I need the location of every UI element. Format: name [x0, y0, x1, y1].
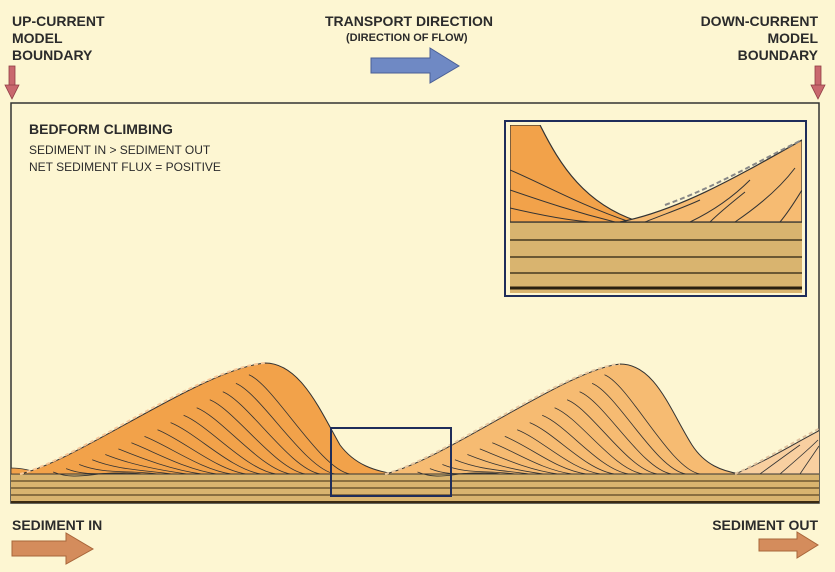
foreset-line: [529, 422, 616, 475]
foreset-line: [65, 468, 143, 475]
foreset-line: [517, 429, 601, 475]
foreset-line: [196, 407, 292, 475]
sediment-in-label: SEDIMENT IN: [12, 517, 103, 533]
down-current-boundary-arrow: [810, 65, 826, 100]
bedform-climbing-title: BEDFORM CLIMBING: [29, 121, 173, 137]
foreset-line: [92, 459, 173, 475]
bedform-2-foresets: [417, 374, 701, 477]
sediment-out-label: SEDIMENT OUT: [712, 517, 818, 533]
foreset-line: [504, 436, 587, 475]
foreset-line: [209, 399, 306, 475]
foreset-line: [235, 383, 336, 475]
sediment-in-arrow: [11, 532, 95, 565]
bedform-1: [19, 362, 396, 475]
foreset-line: [248, 374, 351, 475]
up-current-boundary-arrow: [4, 65, 20, 100]
bedform-3: [734, 430, 819, 475]
foreset-line: [222, 391, 321, 475]
foreset-line: [183, 414, 277, 475]
foreset-line: [79, 464, 158, 475]
foreset-line: [542, 414, 630, 475]
transport-direction-title: TRANSPORT DIRECTION: [325, 13, 493, 29]
sediment-balance-text: SEDIMENT IN > SEDIMENT OUT: [29, 143, 211, 157]
flow-direction-arrow: [370, 47, 460, 84]
detail-inset-content: [510, 125, 802, 293]
foreset-line: [579, 391, 672, 475]
direction-of-flow-subtitle: (DIRECTION OF FLOW): [346, 32, 468, 44]
foreset-line: [105, 454, 188, 475]
foreset-line: [479, 448, 559, 475]
detail-highlight-box: [330, 427, 452, 497]
foreset-line: [131, 442, 217, 475]
bedform-1-stoss-dashed: [19, 362, 266, 475]
net-flux-text: NET SEDIMENT FLUX = POSITIVE: [29, 160, 221, 174]
bedform-1-foresets: [52, 374, 351, 477]
foreset-line: [442, 464, 516, 475]
foreset-line: [144, 436, 232, 475]
up-current-boundary-label: UP-CURRENT MODEL BOUNDARY: [12, 13, 105, 63]
foreset-line: [604, 374, 701, 475]
foreset-line: [429, 468, 502, 475]
foreset-line: [566, 399, 658, 475]
foreset-line: [170, 422, 262, 475]
foreset-line: [554, 407, 644, 475]
foreset-line: [492, 442, 573, 475]
foreset-line: [467, 454, 544, 475]
foreset-line: [591, 383, 687, 475]
foreset-line: [118, 448, 203, 475]
bedform-2: [384, 363, 741, 475]
foreset-line: [454, 459, 530, 475]
foreset-line: [157, 429, 247, 475]
down-current-boundary-label: DOWN-CURRENT MODEL BOUNDARY: [700, 13, 818, 63]
bedform-2-stoss-dashed: [384, 363, 621, 475]
sediment-out-arrow: [758, 531, 819, 559]
